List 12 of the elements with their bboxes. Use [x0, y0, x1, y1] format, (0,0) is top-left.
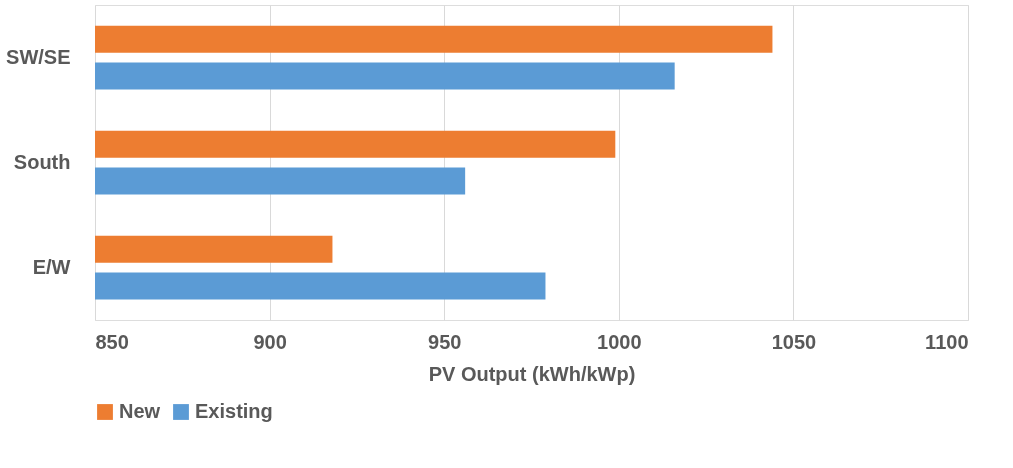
x-axis-title: PV Output (kWh/kWp)	[428, 362, 636, 385]
x-tick-label: 1000	[597, 330, 642, 353]
x-tick-label: 1050	[771, 330, 817, 353]
x-tick-label: 900	[253, 330, 287, 353]
legend-label: Existing	[195, 400, 273, 422]
x-tick-label: 1100	[925, 330, 969, 353]
x-tick-label: 950	[428, 330, 462, 353]
y-tick-label: South	[13, 150, 71, 173]
y-tick-label: SW/SE	[6, 45, 71, 68]
x-tick-label: 850	[95, 330, 129, 353]
y-tick-label: E/W	[32, 255, 71, 278]
legend-label: New	[119, 400, 161, 422]
